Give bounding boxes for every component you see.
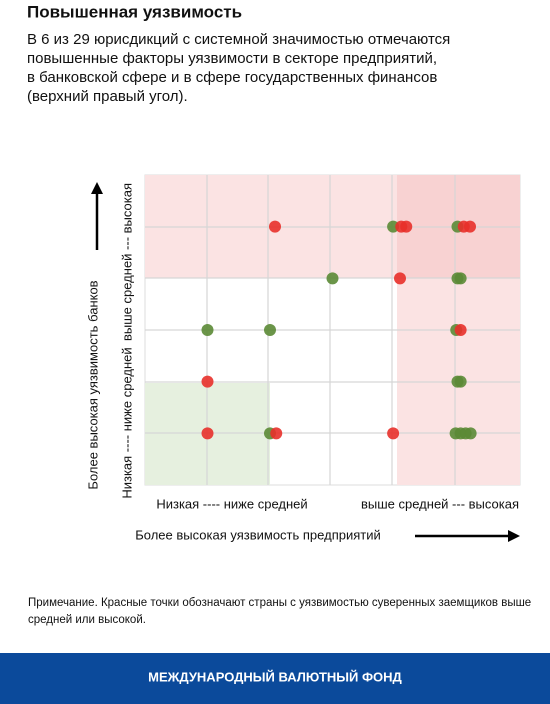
note-line: средней или высокой. bbox=[28, 614, 146, 626]
point bbox=[400, 220, 413, 233]
note-line: Примечание. Красные точки обозначают стр… bbox=[28, 597, 531, 609]
y-category: Низкая ---- ниже средней bbox=[119, 347, 134, 498]
footer-band bbox=[0, 653, 550, 704]
point bbox=[201, 324, 214, 336]
point bbox=[270, 427, 283, 440]
y-category: выше средней --- высокая bbox=[119, 183, 134, 341]
x-category: выше средней --- высокая bbox=[361, 496, 519, 511]
footer: МЕЖДУНАРОДНЫЙ ВАЛЮТНЫЙ ФОНД bbox=[148, 669, 402, 684]
point bbox=[454, 272, 467, 285]
point bbox=[269, 220, 281, 233]
point bbox=[464, 220, 476, 233]
subtitle-line: (верхний правый угол). bbox=[27, 88, 188, 105]
point bbox=[464, 427, 477, 440]
point bbox=[201, 427, 214, 440]
point bbox=[387, 427, 400, 440]
subtitle-line: В 6 из 29 юрисдикций с системной значимо… bbox=[27, 31, 450, 48]
x-category: Низкая ---- ниже средней bbox=[156, 496, 307, 511]
y-axis-title: Более высокая уязвимость банков bbox=[85, 280, 100, 489]
title: Повышенная уязвимость bbox=[27, 2, 242, 21]
point bbox=[454, 375, 467, 388]
y-arrowhead bbox=[91, 182, 103, 194]
subtitle-line: в банковской сфере и в сфере государстве… bbox=[27, 69, 437, 86]
subtitle-line: повышенные факторы уязвимости в секторе … bbox=[27, 50, 437, 67]
point bbox=[264, 324, 276, 336]
point bbox=[394, 272, 406, 285]
point bbox=[326, 272, 339, 285]
x-axis-title: Более высокая уязвимость предприятий bbox=[135, 527, 381, 542]
point bbox=[201, 375, 214, 388]
point bbox=[454, 324, 467, 336]
x-arrowhead bbox=[508, 530, 520, 542]
